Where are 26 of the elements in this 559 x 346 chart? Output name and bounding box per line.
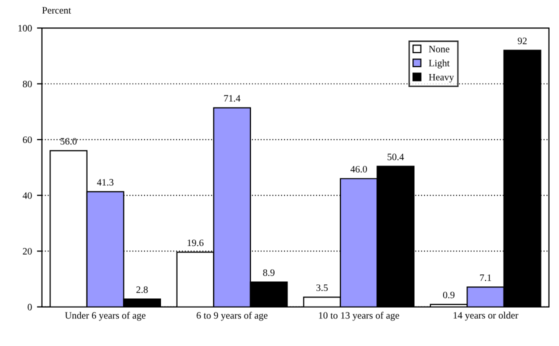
data-label: 41.3 bbox=[96, 179, 114, 186]
x-tick-label: Under 6 years of age bbox=[65, 312, 146, 321]
y-tick-label: 0 bbox=[28, 304, 32, 310]
y-tick-label: 20 bbox=[22, 248, 32, 255]
data-label: 50.4 bbox=[388, 154, 404, 160]
data-label: 2.8 bbox=[136, 286, 148, 293]
y-axis-title: Percent bbox=[42, 7, 72, 14]
data-label: 0.9 bbox=[443, 292, 454, 298]
data-label: 46.0 bbox=[350, 166, 367, 173]
y-tick-label: 60 bbox=[22, 136, 32, 144]
data-label: 3.5 bbox=[316, 284, 328, 292]
legend-label: Heavy bbox=[428, 74, 454, 82]
data-label: 7.1 bbox=[480, 274, 492, 282]
legend-label: None bbox=[428, 46, 450, 52]
legend-label: Light bbox=[428, 60, 450, 68]
data-label: 56.0 bbox=[60, 138, 77, 145]
data-label: 92 bbox=[518, 38, 527, 44]
data-label: 71.4 bbox=[224, 95, 240, 102]
y-tick-label: 100 bbox=[18, 24, 32, 32]
data-label: 19.6 bbox=[188, 240, 204, 246]
y-tick-label: 40 bbox=[22, 192, 32, 199]
x-tick-label: 6 to 9 years of age bbox=[196, 312, 268, 321]
x-tick-label: 14 years or older bbox=[454, 312, 518, 321]
data-label: 8.9 bbox=[263, 269, 274, 276]
y-tick-label: 80 bbox=[22, 80, 32, 88]
x-tick-label: 10 to 13 years of age bbox=[319, 312, 400, 321]
